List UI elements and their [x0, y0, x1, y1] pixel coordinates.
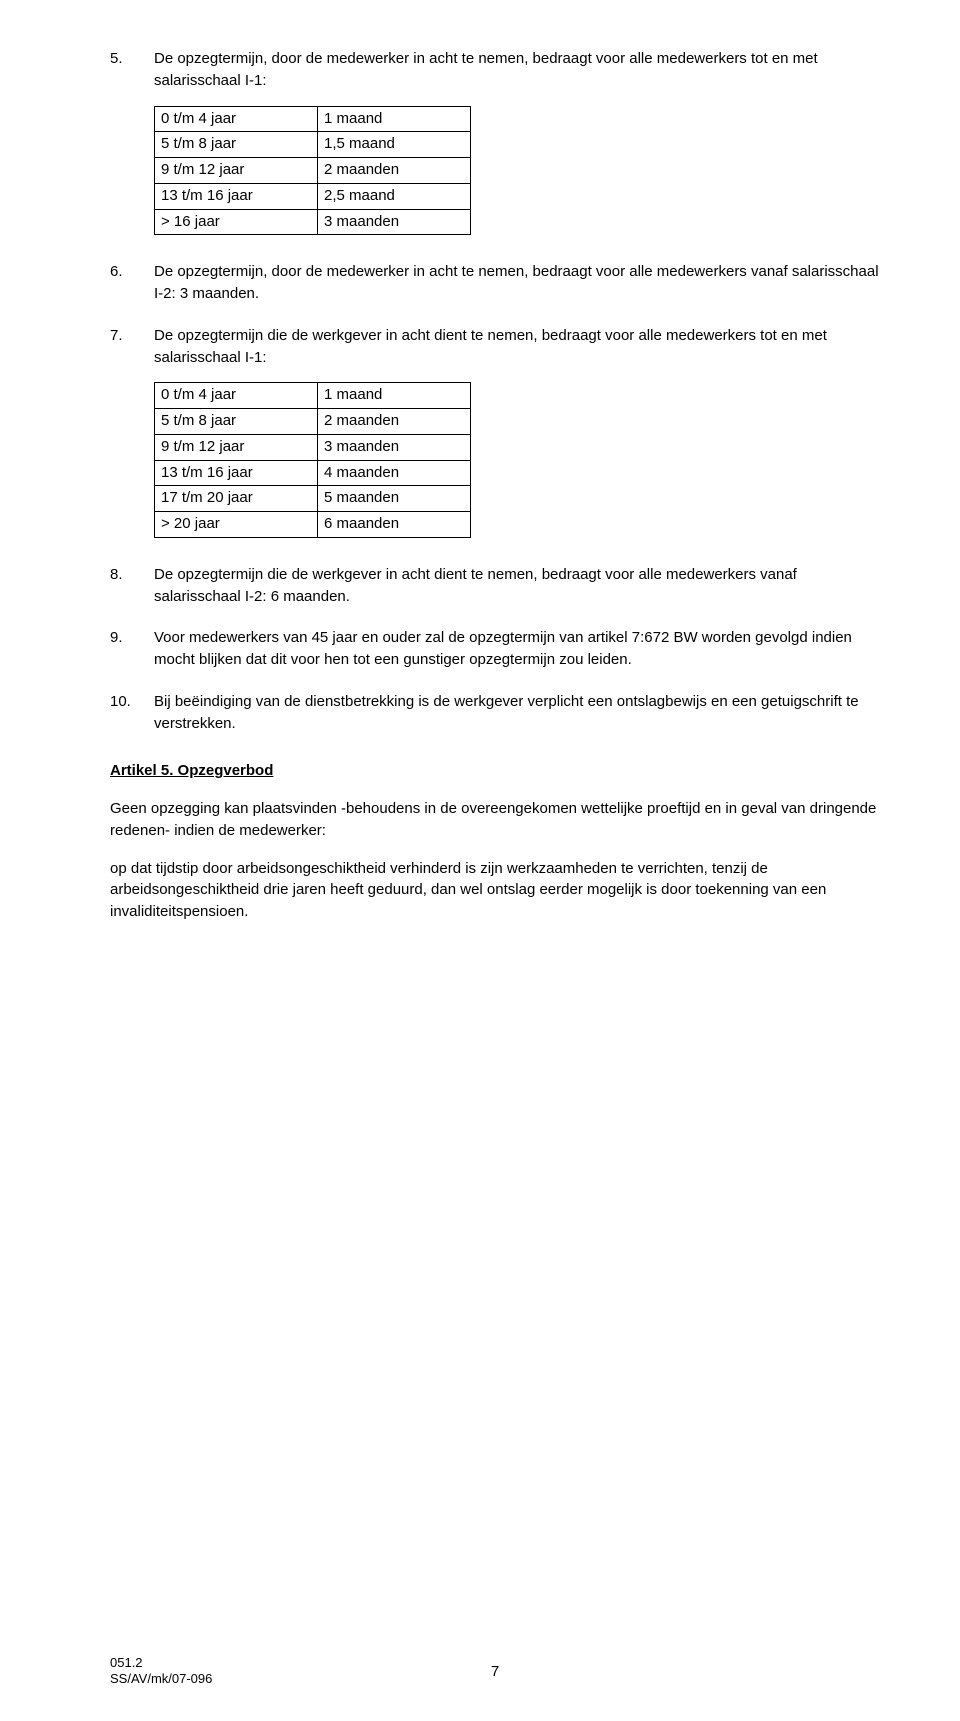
item-text: De opzegtermijn, door de medewerker in a… [154, 48, 880, 92]
table-row: 9 t/m 12 jaar2 maanden [155, 158, 471, 184]
table-row: 5 t/m 8 jaar2 maanden [155, 409, 471, 435]
cell: 9 t/m 12 jaar [155, 434, 318, 460]
table-row: 0 t/m 4 jaar1 maand [155, 383, 471, 409]
cell: > 20 jaar [155, 512, 318, 538]
section-para: op dat tijdstip door arbeidsongeschikthe… [110, 858, 880, 923]
item-body: De opzegtermijn, door de medewerker in a… [154, 261, 880, 305]
cell: 4 maanden [318, 460, 471, 486]
item-text: Voor medewerkers van 45 jaar en ouder za… [154, 627, 880, 671]
table-row: > 16 jaar3 maanden [155, 209, 471, 235]
item-body: De opzegtermijn die de werkgever in acht… [154, 325, 880, 544]
cell: 1 maand [318, 383, 471, 409]
table-row: 13 t/m 16 jaar2,5 maand [155, 183, 471, 209]
cell: > 16 jaar [155, 209, 318, 235]
section-heading-artikel-5: Artikel 5. Opzegverbod [110, 760, 880, 782]
cell: 13 t/m 16 jaar [155, 183, 318, 209]
list-item-7: 7. De opzegtermijn die de werkgever in a… [110, 325, 880, 544]
item-body: Voor medewerkers van 45 jaar en ouder za… [154, 627, 880, 671]
notice-table-employee-i1: 0 t/m 4 jaar1 maand 5 t/m 8 jaar1,5 maan… [154, 106, 471, 236]
item-number: 7. [110, 325, 154, 544]
table-row: > 20 jaar6 maanden [155, 512, 471, 538]
cell: 0 t/m 4 jaar [155, 106, 318, 132]
item-number: 8. [110, 564, 154, 608]
cell: 6 maanden [318, 512, 471, 538]
cell: 5 t/m 8 jaar [155, 409, 318, 435]
cell: 1,5 maand [318, 132, 471, 158]
cell: 13 t/m 16 jaar [155, 460, 318, 486]
item-body: Bij beëindiging van de dienstbetrekking … [154, 691, 880, 735]
table-row: 0 t/m 4 jaar1 maand [155, 106, 471, 132]
notice-table-employer-i1: 0 t/m 4 jaar1 maand 5 t/m 8 jaar2 maande… [154, 382, 471, 538]
item-text: De opzegtermijn die de werkgever in acht… [154, 564, 880, 608]
item-number: 10. [110, 691, 154, 735]
item-text: De opzegtermijn die de werkgever in acht… [154, 325, 880, 369]
table-row: 5 t/m 8 jaar1,5 maand [155, 132, 471, 158]
cell: 1 maand [318, 106, 471, 132]
cell: 0 t/m 4 jaar [155, 383, 318, 409]
table-row: 9 t/m 12 jaar3 maanden [155, 434, 471, 460]
item-number: 5. [110, 48, 154, 241]
list-item-10: 10. Bij beëindiging van de dienstbetrekk… [110, 691, 880, 735]
cell: 17 t/m 20 jaar [155, 486, 318, 512]
list-item-9: 9. Voor medewerkers van 45 jaar en ouder… [110, 627, 880, 671]
item-text: Bij beëindiging van de dienstbetrekking … [154, 691, 880, 735]
list-item-6: 6. De opzegtermijn, door de medewerker i… [110, 261, 880, 305]
item-number: 6. [110, 261, 154, 305]
page: 5. De opzegtermijn, door de medewerker i… [0, 0, 960, 1721]
page-number: 7 [110, 1661, 880, 1683]
cell: 2,5 maand [318, 183, 471, 209]
item-body: De opzegtermijn, door de medewerker in a… [154, 48, 880, 241]
item-number: 9. [110, 627, 154, 671]
list-item-8: 8. De opzegtermijn die de werkgever in a… [110, 564, 880, 608]
cell: 3 maanden [318, 209, 471, 235]
page-footer: 7 051.2 SS/AV/mk/07-096 [110, 1655, 880, 1688]
item-body: De opzegtermijn die de werkgever in acht… [154, 564, 880, 608]
cell: 3 maanden [318, 434, 471, 460]
item-text: De opzegtermijn, door de medewerker in a… [154, 261, 880, 305]
section-para: Geen opzegging kan plaatsvinden -behoude… [110, 798, 880, 842]
list-item-5: 5. De opzegtermijn, door de medewerker i… [110, 48, 880, 241]
cell: 5 t/m 8 jaar [155, 132, 318, 158]
cell: 2 maanden [318, 158, 471, 184]
cell: 2 maanden [318, 409, 471, 435]
cell: 5 maanden [318, 486, 471, 512]
table-row: 13 t/m 16 jaar4 maanden [155, 460, 471, 486]
table-row: 17 t/m 20 jaar5 maanden [155, 486, 471, 512]
cell: 9 t/m 12 jaar [155, 158, 318, 184]
